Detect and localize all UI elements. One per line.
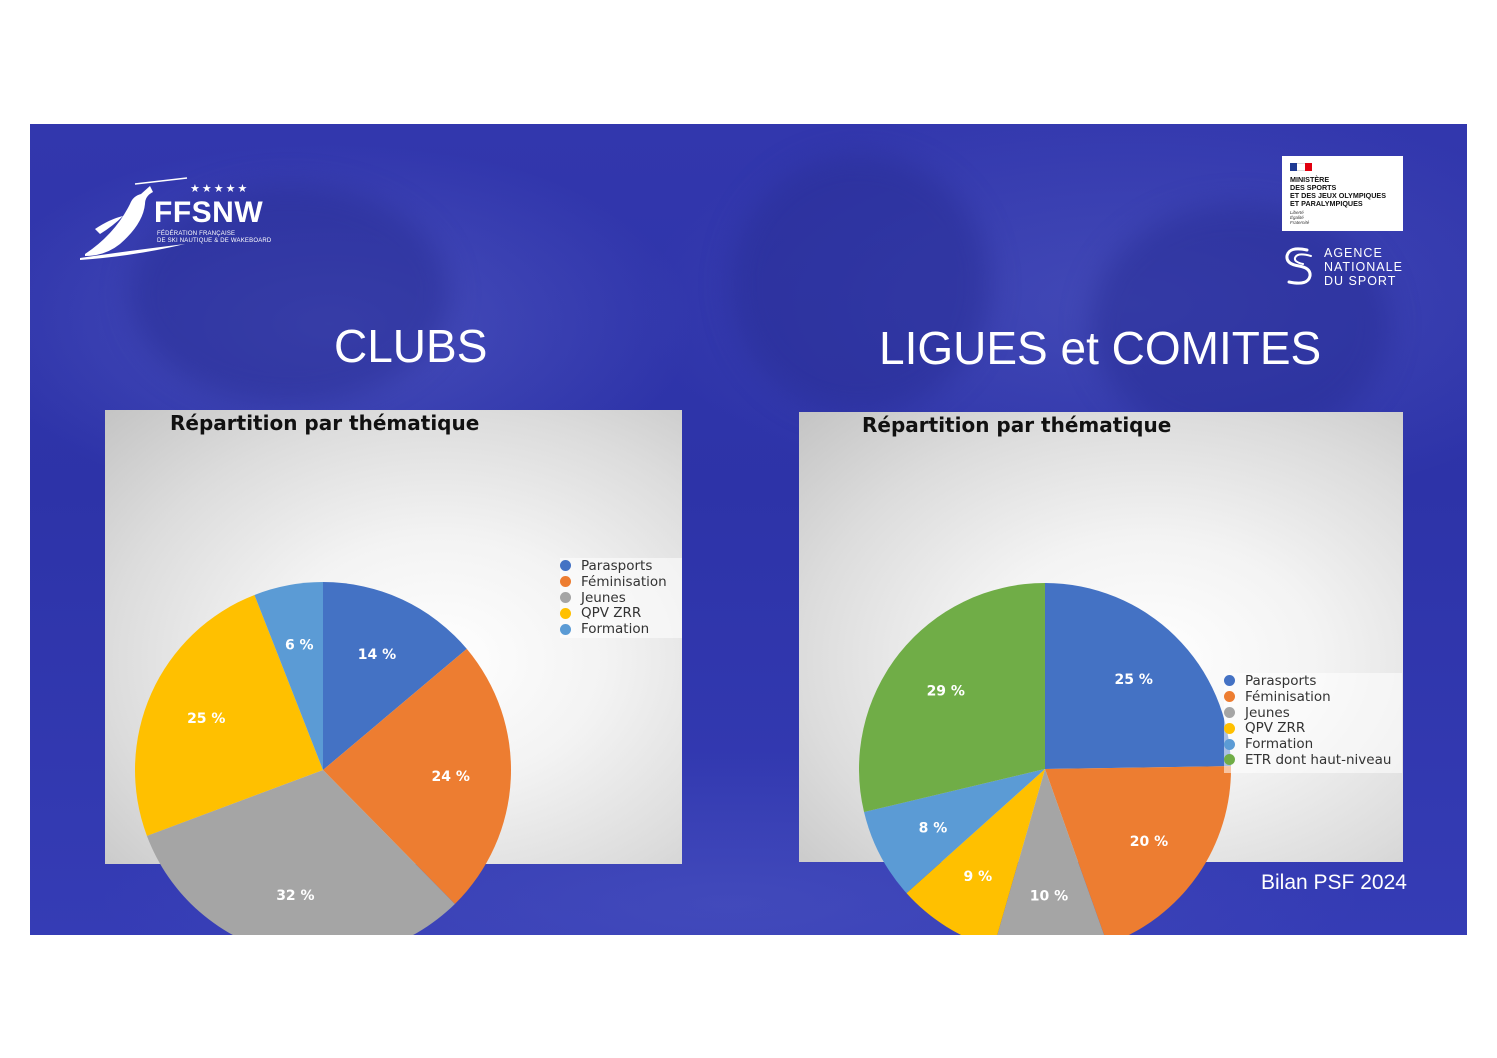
- background-trees: [130, 184, 450, 404]
- ministere-line-2: DES SPORTS: [1290, 183, 1337, 192]
- legend-item: Féminisation: [560, 574, 682, 590]
- pie-slice-parasports: [323, 582, 467, 770]
- legend-item: Formation: [1224, 736, 1402, 752]
- heading-ligues-comites: LIGUES et COMITES: [879, 322, 1322, 374]
- legend-item: QPV ZRR: [1224, 720, 1402, 736]
- background-tree-center: [730, 154, 990, 414]
- heading-clubs: CLUBS: [334, 320, 488, 372]
- background-tree-right: [1090, 204, 1390, 444]
- legend-label: QPV ZRR: [1245, 720, 1306, 737]
- legend-swatch: [1224, 675, 1235, 687]
- data-label: 9 %: [963, 869, 992, 885]
- data-label: 10 %: [1030, 888, 1068, 904]
- legend-label: Parasports: [1245, 672, 1317, 689]
- devise-line-3: Fraternité: [1290, 220, 1310, 225]
- legend-label: Féminisation: [581, 573, 667, 590]
- legend-swatch: [560, 623, 571, 635]
- pie-slice-formation: [864, 769, 1045, 894]
- data-label: 24 %: [432, 769, 470, 785]
- data-label: 32 %: [276, 888, 314, 904]
- agence-nationale-sport-icon: [1285, 247, 1312, 285]
- slide: ★★★★★ FFSNW FÉDÉRATION FRANÇAISE DE SKI …: [30, 124, 1467, 935]
- legend-swatch: [560, 560, 571, 572]
- data-label: 20 %: [1130, 834, 1168, 850]
- data-label: 29 %: [927, 684, 965, 700]
- chart-title-ligues: Répartition par thématique: [862, 413, 1172, 437]
- ffsnw-subtitle-line1: FÉDÉRATION FRANÇAISE: [157, 231, 236, 237]
- legend-item: Jeunes: [560, 590, 682, 606]
- legend-item: QPV ZRR: [560, 605, 682, 621]
- legend-ligues: Parasports Féminisation Jeunes QPV ZRR Forma…: [1224, 673, 1402, 773]
- agence-line-3: DU SPORT: [1324, 274, 1397, 288]
- legend-swatch: [1224, 691, 1235, 703]
- legend-label: Jeunes: [581, 589, 626, 606]
- legend-item: Jeunes: [1224, 705, 1402, 721]
- data-label: 25 %: [187, 711, 225, 727]
- chart-panel-clubs: 14 % 24 % 32 % 25 % 6 % Répartition par thém…: [105, 410, 682, 935]
- legend-label: ETR dont haut-niveau: [1245, 751, 1392, 768]
- pie-slice-qpv-zrr: [135, 594, 323, 836]
- legend-label: Formation: [581, 621, 650, 638]
- legend-item: Parasports: [560, 558, 682, 574]
- pie-chart-ligues: 25 % 20 % 10 % 9 % 8 % 29 %: [859, 583, 1231, 935]
- legend-label: Formation: [1245, 736, 1314, 753]
- ministere-line-4: ET PARALYMPIQUES: [1290, 199, 1363, 208]
- ffsnw-stars: ★★★★★: [190, 183, 250, 195]
- legend-swatch: [1224, 738, 1235, 750]
- footer-bilan: Bilan PSF 2024: [1261, 871, 1407, 894]
- data-label: 14 %: [358, 647, 396, 663]
- chart-panel-ligues: 25 % 20 % 10 % 9 % 8 % 29 % Répartition par t…: [799, 412, 1403, 935]
- ministere-line-1: MINISTÈRE: [1290, 175, 1330, 184]
- data-label: 8 %: [919, 821, 948, 837]
- devise-line-1: Liberté: [1290, 210, 1304, 215]
- pie-slice-formation: [254, 582, 323, 770]
- legend-item: Parasports: [1224, 673, 1402, 689]
- legend-item: Féminisation: [1224, 689, 1402, 705]
- legend-label: Jeunes: [1245, 704, 1290, 721]
- legend-swatch: [560, 591, 571, 603]
- legend-swatch: [560, 607, 571, 619]
- agence-line-1: AGENCE: [1324, 246, 1383, 260]
- pie-chart-clubs: 14 % 24 % 32 % 25 % 6 %: [135, 582, 511, 935]
- pie-slice-jeunes: [146, 770, 455, 935]
- chart-title-clubs: Répartition par thématique: [170, 411, 480, 435]
- legend-label: Parasports: [581, 557, 653, 574]
- agence-line-2: NATIONALE: [1324, 260, 1403, 274]
- legend-clubs: Parasports Féminisation Jeunes QPV ZRR Forma…: [560, 558, 682, 638]
- legend-swatch: [560, 576, 571, 588]
- ffsnw-logo-icon: [80, 177, 188, 260]
- legend-swatch: [1224, 754, 1235, 766]
- french-flag-icon: [1290, 163, 1312, 171]
- pie-slice-parasports: [1045, 583, 1231, 769]
- legend-item: ETR dont haut-niveau: [1224, 752, 1402, 768]
- legend-label: Féminisation: [1245, 688, 1331, 705]
- pie-slice-jeunes: [997, 769, 1105, 935]
- legend-item: Formation: [560, 621, 682, 637]
- data-label: 6 %: [285, 637, 314, 653]
- legend-swatch: [1224, 722, 1235, 734]
- pie-slice-etr-dont-haut-niveau: [859, 583, 1045, 812]
- legend-label: QPV ZRR: [581, 605, 642, 622]
- ffsnw-subtitle-line2: DE SKI NAUTIQUE & DE WAKEBOARD: [157, 238, 272, 244]
- data-label: 25 %: [1115, 672, 1153, 688]
- ministere-logo: MINISTÈRE DES SPORTS ET DES JEUX OLYMPIQ…: [1282, 156, 1403, 231]
- pie-slice-qpv-zrr: [906, 769, 1045, 935]
- pie-slice-f-minisation: [1045, 766, 1231, 935]
- legend-swatch: [1224, 706, 1235, 718]
- devise-line-2: Égalité: [1290, 215, 1304, 220]
- ministere-line-3: ET DES JEUX OLYMPIQUES: [1290, 191, 1386, 200]
- ffsnw-name: FFSNW: [154, 196, 264, 229]
- pie-slice-f-minisation: [323, 648, 511, 904]
